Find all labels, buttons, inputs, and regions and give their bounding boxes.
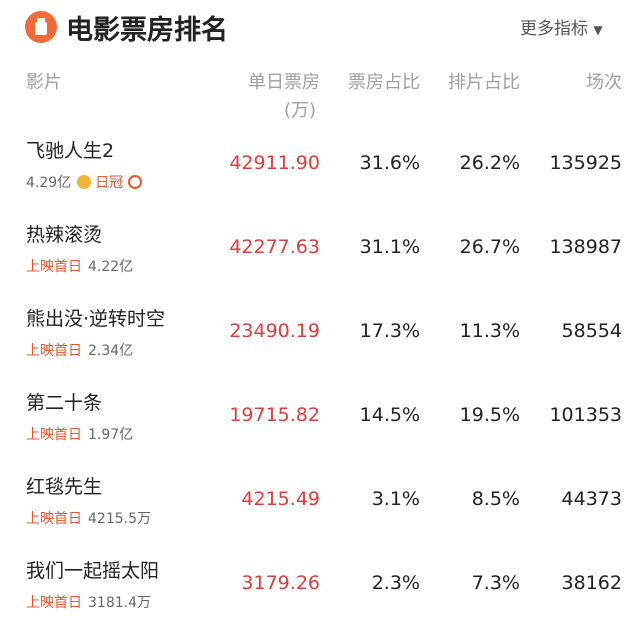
film-subline: 上映首日 1.97亿: [26, 424, 133, 444]
box-office-share: 31.1%: [359, 236, 420, 258]
daily-box-office: 23490.19: [229, 320, 320, 342]
daily-box-office: 42277.63: [229, 236, 320, 258]
total-box-office: 3181.4万: [88, 595, 151, 611]
film-name[interactable]: 热辣滚烫: [26, 224, 103, 246]
schedule-share: 26.2%: [459, 152, 520, 174]
film-name[interactable]: 红毯先生: [26, 476, 103, 498]
box-office-share: 17.3%: [359, 320, 420, 342]
medal-icon: [77, 175, 92, 189]
box-office-share: 2.3%: [371, 572, 420, 594]
film-subline: 上映首日 4.22亿: [26, 256, 133, 276]
schedule-share: 11.3%: [459, 320, 520, 342]
total-box-office: 4215.5万: [88, 511, 151, 527]
total-box-office: 4.22亿: [88, 259, 134, 275]
logo-icon: [25, 11, 57, 43]
more-metrics-label: 更多指标: [520, 19, 588, 39]
schedule-share: 19.5%: [459, 404, 520, 426]
daily-box-office: 19715.82: [229, 404, 320, 426]
total-box-office: 4.29亿: [26, 175, 72, 191]
column-unit: (万): [284, 100, 317, 121]
daily-box-office: 3179.26: [241, 572, 320, 594]
box-office-share: 3.1%: [371, 488, 420, 510]
dropdown-arrow: ▼: [593, 23, 603, 37]
film-subline: 上映首日 2.34亿: [26, 340, 133, 360]
total-box-office: 2.34亿: [88, 343, 134, 359]
total-box-office: 1.97亿: [88, 427, 134, 443]
schedule-share: 8.5%: [471, 488, 520, 510]
column-header: 影片: [26, 72, 62, 93]
more-metrics[interactable]: 更多指标 ▼: [520, 14, 603, 39]
show-count: 101353: [549, 404, 622, 426]
column-header: 单日票房: [248, 72, 320, 93]
schedule-share: 26.7%: [459, 236, 520, 258]
refresh-icon: [128, 175, 143, 189]
show-count: 44373: [561, 488, 622, 510]
release-tag: 上映首日: [26, 259, 82, 275]
show-count: 58554: [561, 320, 622, 342]
schedule-share: 7.3%: [471, 572, 520, 594]
film-name[interactable]: 熊出没·逆转时空: [26, 308, 166, 330]
daily-box-office: 42911.90: [229, 152, 320, 174]
release-tag: 上映首日: [26, 427, 82, 443]
column-header: 票房占比: [348, 72, 420, 93]
film-subline: 上映首日 4215.5万: [26, 508, 151, 528]
film-name[interactable]: 我们一起摇太阳: [26, 560, 160, 582]
release-tag: 上映首日: [26, 595, 82, 611]
box-office-share: 14.5%: [359, 404, 420, 426]
page-title: 电影票房排名: [66, 15, 228, 46]
show-count: 135925: [549, 152, 622, 174]
daily-box-office: 4215.49: [241, 488, 320, 510]
column-header: 排片占比: [448, 72, 520, 93]
column-header: 场次: [586, 72, 622, 93]
release-tag: 上映首日: [26, 511, 82, 527]
show-count: 138987: [549, 236, 622, 258]
film-name[interactable]: 飞驰人生2: [26, 140, 115, 162]
film-name[interactable]: 第二十条: [26, 392, 103, 414]
show-count: 38162: [561, 572, 622, 594]
release-tag: 上映首日: [26, 343, 82, 359]
film-subline: 上映首日 3181.4万: [26, 592, 151, 612]
film-subline: 4.29亿 日冠: [26, 172, 143, 192]
box-office-share: 31.6%: [359, 152, 420, 174]
daily-champion-badge: 日冠: [95, 175, 124, 191]
